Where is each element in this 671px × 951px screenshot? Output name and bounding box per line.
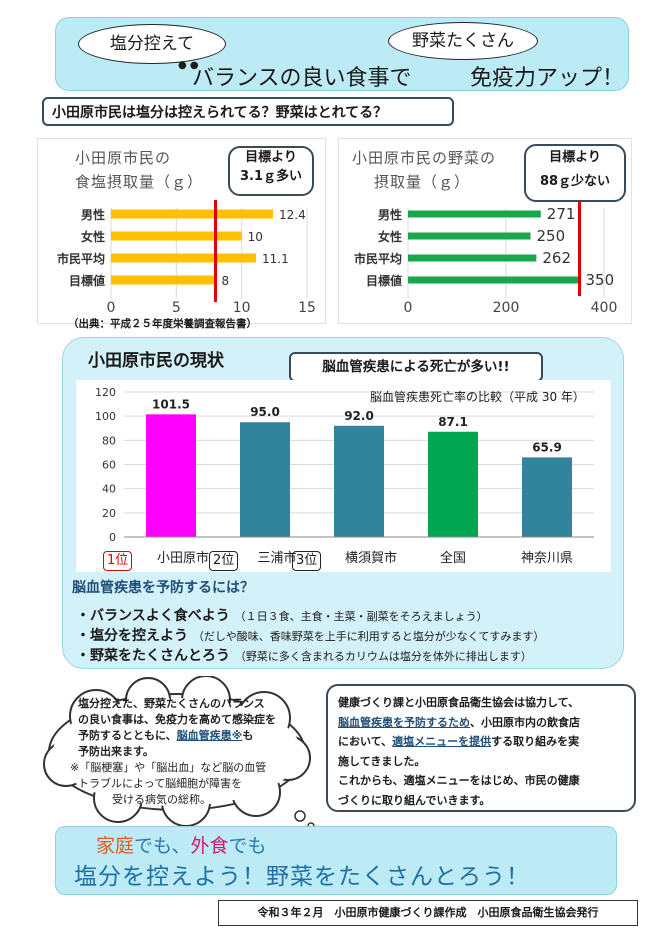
bar	[408, 276, 580, 284]
veg-panel-title: 小田原市民の野菜の 摂取量（ｇ）	[352, 149, 497, 191]
category-label: 神奈川県	[521, 551, 573, 566]
bottom-line1: 家庭でも、外食でも	[96, 835, 267, 857]
bar	[408, 232, 531, 240]
bubble-veg: 野菜たくさん	[388, 22, 538, 60]
tip-balance: ・バランスよく食べよう （１日３食、主食・主菜・副菜をそろえましょう）	[76, 608, 488, 624]
data-label: 10	[248, 230, 263, 244]
mortality-chart: 0 20 40 60 80 100 120 101.5 小田原市 95.0 三浦市 92.0 横須賀市 8…	[95, 386, 594, 566]
y-tick-label: 40	[102, 483, 116, 496]
prevention-heading: 脳血管疾患を予防するには？	[72, 580, 254, 596]
y-tick-label: 80	[102, 434, 116, 447]
category-label: 女性	[81, 229, 105, 244]
data-label: 87.1	[438, 415, 468, 429]
data-label: 101.5	[152, 397, 190, 411]
rank-3-badge: 3位	[292, 551, 322, 571]
category-label: 小田原市	[157, 550, 209, 566]
y-tick-label: 100	[95, 410, 116, 423]
bar	[111, 253, 257, 263]
y-tick-label: 20	[102, 507, 116, 520]
veg-chart: 0 200 400 男性 271 女性 250 市民平均 262 目標値 350	[354, 202, 618, 316]
bar	[240, 422, 290, 537]
header-title-sub: 免疫力アップ！	[470, 66, 625, 91]
rank-1-badge: 1位	[103, 551, 133, 571]
rank-2-badge: 2位	[209, 551, 239, 571]
x-tick-label: 5	[172, 300, 181, 316]
bar	[111, 231, 242, 241]
x-tick-label: 15	[298, 300, 316, 316]
bar	[428, 431, 478, 537]
x-tick-label: 10	[233, 300, 251, 316]
bar	[408, 254, 537, 262]
salt-panel-title: 小田原市民の 食塩摂取量（ｇ）	[75, 149, 204, 191]
cerebrovascular-link: 脳血管疾患※	[176, 729, 243, 742]
category-label: 横須賀市	[345, 550, 397, 566]
cloud-text: 塩分控えた、野菜たくさんのバランス の良い食事は、免疫力を高めて感染症を 予防す…	[70, 697, 276, 806]
bubble-salt: 塩分控えて	[78, 24, 226, 64]
salt-chart: 0 5 10 15 男性 12.4 女性 10 市民平均 11.1 目標値 8	[57, 200, 316, 316]
category-label: 男性	[378, 207, 402, 222]
bar	[111, 275, 216, 285]
x-tick-label: 400	[591, 300, 618, 316]
bubble-salt-text: 塩分控えて	[109, 34, 195, 54]
bar	[408, 210, 541, 218]
info-box: 健康づくり課と小田原食品衛生協会は協力して、 脳血管疾患を予防するため、小田原市…	[326, 684, 636, 812]
tip-salt: ・塩分を控えよう （だしや酸味、香味野菜を上手に利用すると塩分が少なくてすみます…	[76, 628, 545, 644]
category-label: 市民平均	[57, 251, 105, 266]
data-label: 271	[547, 205, 576, 223]
mortality-chart-title: 脳血管疾患死亡率の比較（平成 30 年）	[370, 390, 585, 404]
question-box: 小田原市民は塩分は控えられてる？野菜はとれてる？	[42, 97, 454, 126]
data-label: 12.4	[279, 208, 306, 222]
bottom-slogan: 塩分を控えよう！野菜をたくさんとろう！	[74, 864, 530, 890]
category-label: 目標値	[69, 273, 105, 288]
veg-callout: 目標より 88ｇ少ない	[524, 144, 626, 202]
category-label: 男性	[81, 207, 105, 222]
category-label: 女性	[378, 229, 402, 244]
cloud-shape	[43, 676, 315, 830]
bubble-veg-text: 野菜たくさん	[412, 31, 514, 51]
category-label: 市民平均	[354, 251, 402, 266]
y-tick-label: 60	[102, 459, 116, 472]
footer-credit: 令和３年２月 小田原市健康づくり課作成 小田原食品衛生協会発行	[218, 900, 638, 926]
bar	[334, 425, 384, 537]
category-label: 三浦市	[257, 550, 296, 566]
data-label: 8	[222, 274, 230, 288]
category-label: 目標値	[366, 273, 402, 288]
data-label: 92.0	[344, 409, 374, 423]
status-headline: 脳血管疾患による死亡が多い!!	[289, 352, 543, 382]
tip-vegetables: ・野菜をたくさんとろう （野菜に多く含まれるカリウムは塩分を体外に排出します）	[76, 648, 532, 664]
x-tick-label: 0	[107, 300, 116, 316]
x-tick-label: 200	[493, 300, 520, 316]
status-title: 小田原市民の現状	[88, 351, 224, 371]
header-title: バランスの良い食事で	[192, 60, 412, 92]
bubble-tail-dots: ● ●	[178, 60, 199, 71]
data-label: 95.0	[250, 405, 280, 419]
y-tick-label: 0	[109, 531, 116, 544]
data-label: 250	[537, 227, 566, 245]
data-label: 262	[542, 249, 571, 267]
y-tick-label: 120	[95, 386, 116, 399]
bar	[146, 414, 196, 537]
category-label: 全国	[440, 550, 466, 566]
data-label: 65.9	[532, 440, 562, 454]
bottom-banner	[55, 826, 617, 895]
bar	[111, 209, 274, 219]
header-title-main: バランスの良い食事で	[192, 66, 412, 91]
source-note: （出典：平成２５年度栄養調査報告書）	[68, 318, 257, 330]
data-label: 350	[586, 271, 615, 289]
bar	[522, 457, 572, 537]
x-tick-label: 0	[404, 300, 413, 316]
salt-callout: 目標より 3.1ｇ多い	[228, 146, 314, 196]
data-label: 11.1	[262, 252, 289, 266]
